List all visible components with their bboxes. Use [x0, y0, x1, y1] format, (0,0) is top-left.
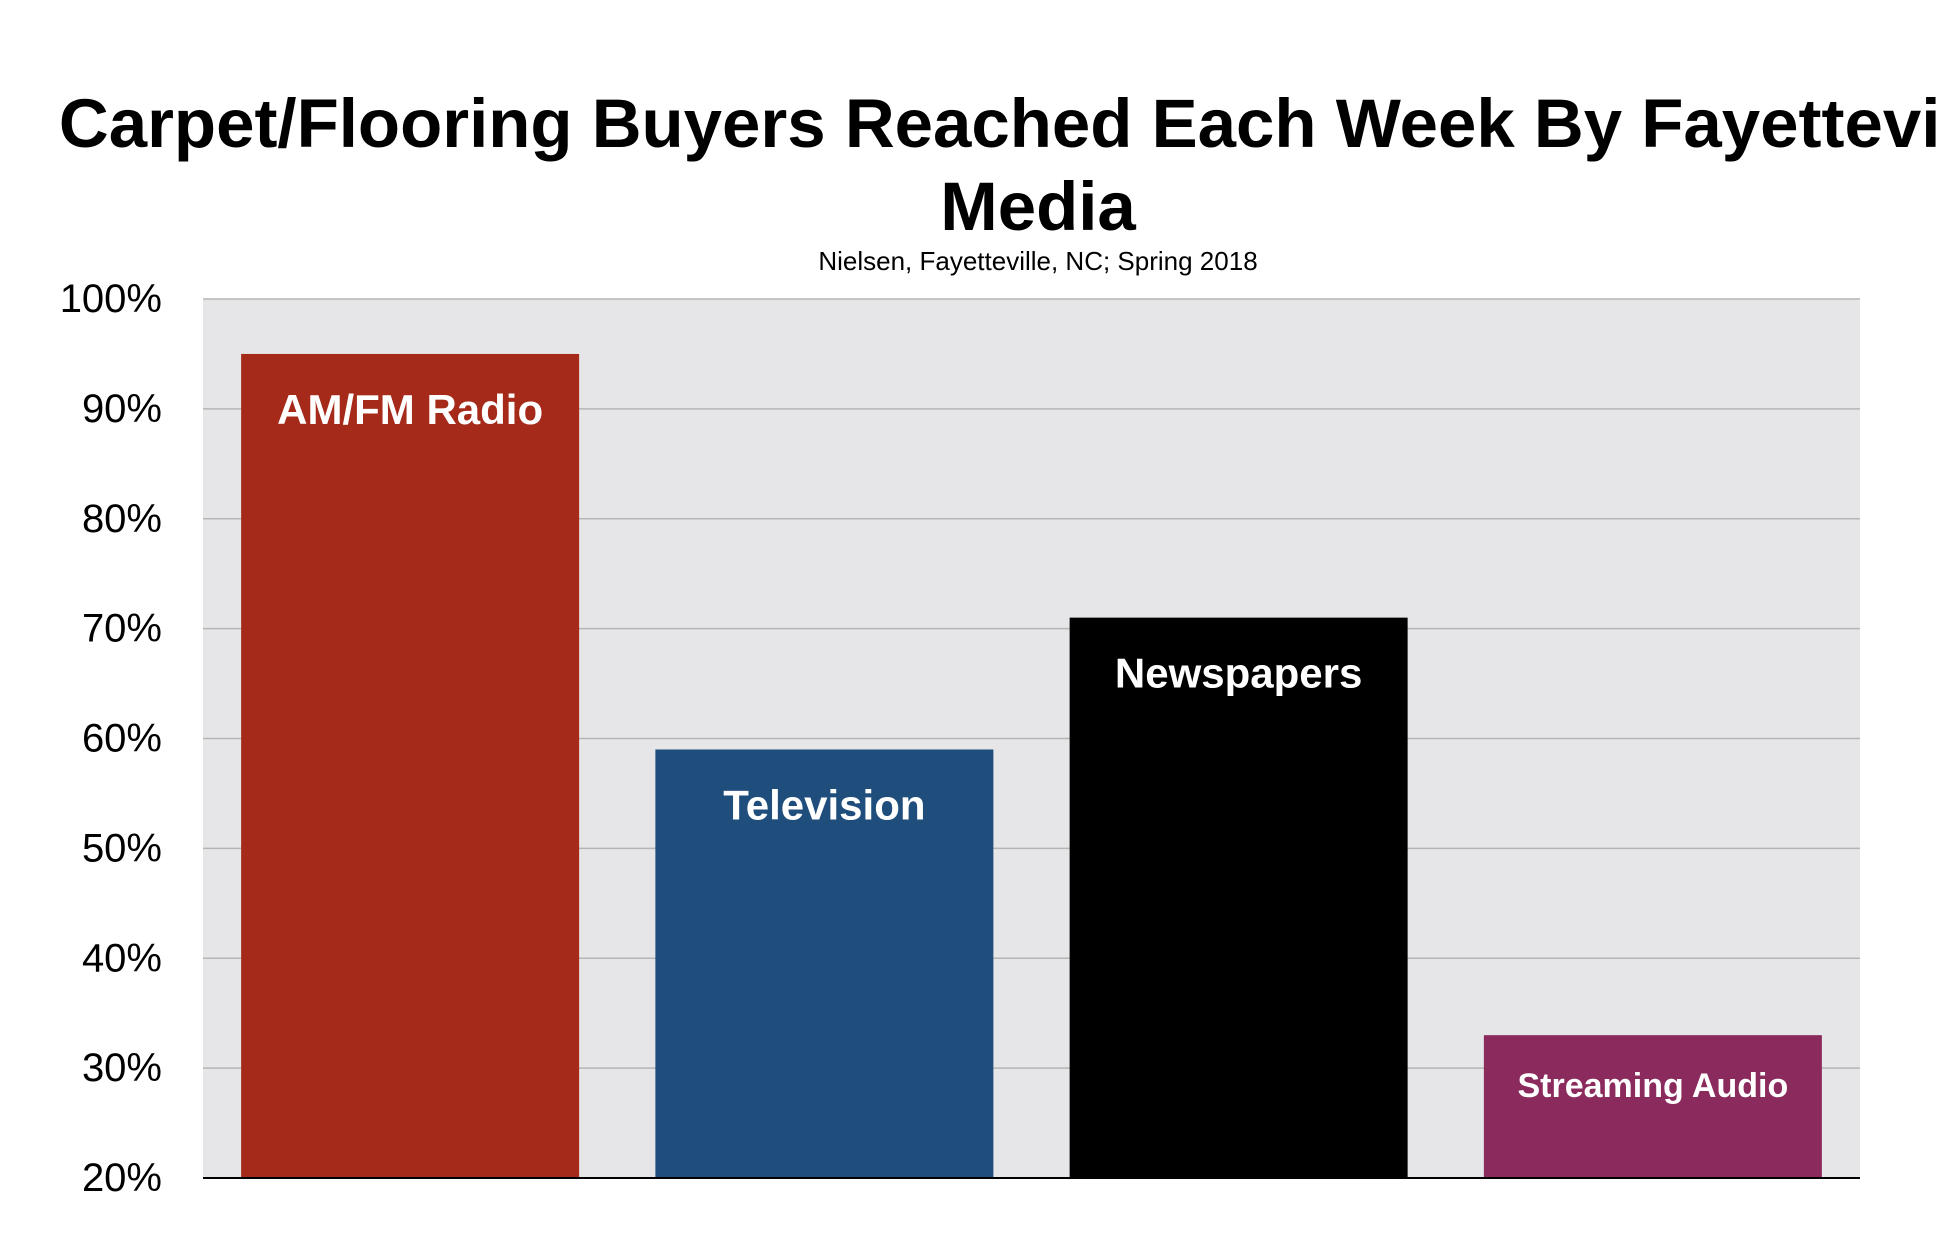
y-tick-label: 50%: [82, 826, 162, 870]
bar: [1069, 617, 1408, 1178]
y-tick-label: 20%: [82, 1156, 162, 1200]
y-tick-label: 90%: [82, 387, 162, 431]
chart-subtitle: Nielsen, Fayetteville, NC; Spring 2018: [818, 246, 1258, 276]
bar: [241, 353, 580, 1178]
y-tick-label: 70%: [82, 607, 162, 651]
chart-title: Carpet/Flooring Buyers Reached Each Week…: [58, 85, 1938, 245]
y-tick-label: 30%: [82, 1046, 162, 1090]
y-tick-label: 100%: [60, 277, 162, 321]
bar-label: AM/FM Radio: [277, 386, 543, 433]
bar: [655, 749, 994, 1178]
bar-labels: AM/FM Radio Television Newspapers Streaming…: [277, 386, 1788, 1105]
y-tick-label: 80%: [82, 497, 162, 541]
bar-label: Streaming Audio: [1517, 1067, 1788, 1105]
bar-label: Newspapers: [1115, 650, 1362, 697]
y-axis: 20% 30% 40% 50% 60% 70% 80% 90% 100%: [60, 277, 162, 1200]
y-tick-label: 40%: [82, 936, 162, 980]
bar: [1483, 1035, 1822, 1178]
bars: [241, 353, 1822, 1178]
bar-label: Television: [723, 781, 925, 828]
y-tick-label: 60%: [82, 717, 162, 761]
